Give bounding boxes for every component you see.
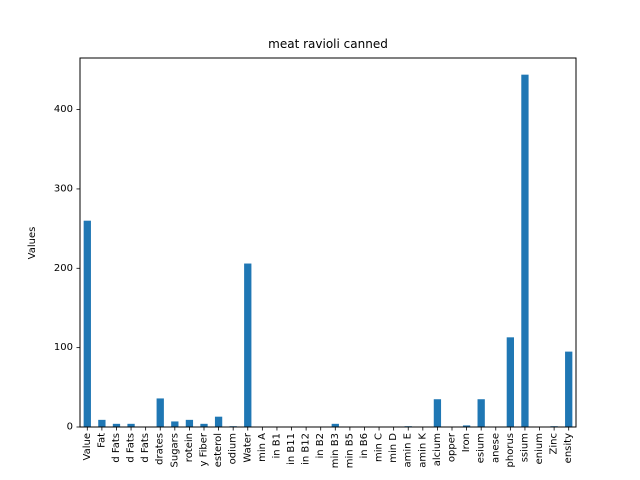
x-tick-label-30: ssium [519, 433, 530, 462]
bar-2 [112, 423, 121, 427]
x-tick-label-3: d Fats [126, 433, 137, 463]
x-tick-label-17: min B3 [330, 433, 341, 468]
x-tick-label-22: amin E [403, 433, 414, 467]
x-tick-label-28: anese [490, 433, 501, 463]
x-tick-label-29: phorus [505, 433, 516, 467]
x-tick-label-9: esterol [213, 433, 224, 467]
x-tick-label-24: alcium [432, 433, 443, 466]
x-tick-label-0: Value [82, 433, 93, 460]
plot-frame [79, 57, 577, 428]
x-tick-label-6: Sugars [169, 433, 180, 467]
x-tick-label-25: opper [447, 432, 458, 462]
x-axis: Value Fat d Fats d Fats d Fats drates Sugars ro… [82, 427, 574, 468]
bar-27 [477, 399, 485, 427]
x-tick-label-10: odium [228, 433, 239, 464]
y-tick-label-3: 300 [54, 183, 73, 194]
x-tick-label-11: Water [242, 432, 253, 462]
x-tick-label-19: in B6 [359, 433, 370, 459]
bar-30 [521, 74, 529, 427]
y-tick-label-4: 400 [54, 104, 73, 115]
x-tick-label-27: esium [476, 433, 487, 463]
x-tick-label-15: in B12 [301, 433, 312, 465]
bar-33 [565, 351, 573, 427]
x-tick-label-2: d Fats [111, 433, 122, 463]
x-tick-label-21: min D [388, 433, 399, 463]
bar-24 [433, 399, 442, 427]
x-tick-label-14: in B11 [286, 433, 297, 465]
x-tick-label-31: enium [534, 433, 545, 464]
bar-17 [331, 423, 339, 427]
x-tick-label-32: Zinc [549, 433, 560, 454]
x-tick-label-7: rotein [184, 433, 195, 462]
y-axis: 0 100 200 300 400 [54, 104, 80, 433]
x-tick-label-33: ensity [563, 433, 574, 463]
x-tick-label-5: drates [155, 433, 166, 465]
x-tick-label-12: min A [257, 433, 268, 462]
bar-26 [462, 425, 471, 427]
x-tick-label-16: in B2 [315, 433, 326, 459]
bar-5 [156, 398, 164, 427]
bar-6 [171, 421, 179, 427]
x-tick-label-20: min C [374, 433, 385, 462]
y-tick-label-1: 100 [54, 342, 73, 353]
bar-0 [83, 220, 91, 427]
bar-8 [200, 423, 208, 427]
y-axis-title: Values [27, 227, 38, 260]
x-tick-label-8: y Fiber [199, 432, 210, 466]
bar-3 [127, 423, 135, 427]
bar-7 [185, 419, 194, 427]
bar-29 [506, 337, 514, 427]
bar-9 [214, 416, 223, 427]
y-tick-label-2: 200 [54, 263, 73, 274]
x-tick-label-23: amin K [417, 433, 428, 468]
bars [83, 74, 573, 427]
chart-title: meat ravioli canned [268, 37, 388, 51]
y-tick-label-0: 0 [67, 422, 73, 433]
x-tick-label-26: Iron [461, 433, 472, 452]
x-tick-label-18: min B5 [344, 433, 355, 468]
x-tick-label-4: d Fats [140, 433, 151, 463]
bar-11 [244, 263, 252, 427]
x-tick-label-1: Fat [96, 433, 107, 448]
x-tick-label-13: in B1 [271, 433, 282, 459]
bar-1 [98, 419, 106, 427]
